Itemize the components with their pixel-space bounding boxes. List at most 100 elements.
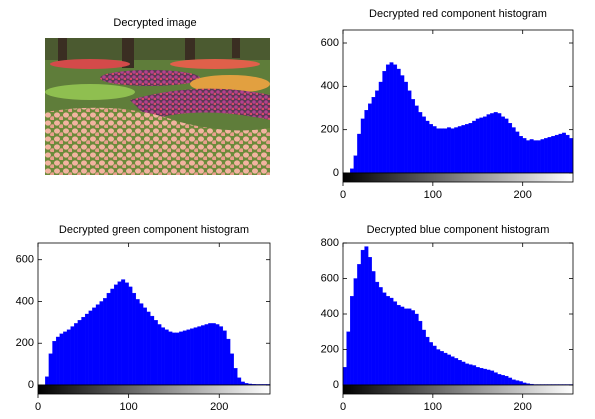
bar [390,298,394,385]
bar [426,121,430,173]
bar [440,351,444,385]
bar [426,337,430,385]
bar [469,123,473,173]
bar [462,362,466,385]
bar [508,378,512,385]
y-tick-label: 200 [16,337,34,349]
x-tick-label: 200 [514,189,532,201]
bar [357,264,361,385]
bar [404,82,408,173]
bar [397,305,401,385]
bar [566,135,570,173]
bar [386,296,390,385]
bar [555,135,559,173]
bar [219,327,223,385]
x-tick-label: 100 [424,401,442,413]
bar [103,298,107,385]
bar [508,123,512,173]
bar [154,320,158,385]
bar [401,76,405,174]
bar [465,124,469,173]
bar [368,257,372,385]
bar [365,110,369,173]
bar [501,117,505,173]
bar [190,329,194,385]
bar [361,250,365,385]
bar [494,112,498,173]
bar [60,334,64,385]
bar [512,380,516,385]
bar [216,324,220,385]
bar [92,308,96,385]
bar [494,373,498,385]
image-title: Decrypted image [113,17,196,29]
bar [444,353,448,385]
bar [237,378,241,385]
bar [411,310,415,385]
chart-title: Decrypted green component histogram [59,224,249,236]
bar [429,342,433,385]
y-tick-label: 0 [28,379,34,391]
bar [96,305,100,385]
bar [533,141,537,174]
bar [74,323,78,385]
bar [476,367,480,385]
bar [472,365,476,385]
figure: Decrypted image Decrypted red component … [0,0,595,419]
bar [63,332,67,385]
bar [447,128,451,174]
bar [372,97,376,173]
bar [379,82,383,173]
bar [223,331,227,385]
bar [390,63,394,174]
x-tick-label: 100 [424,189,442,201]
bar [241,382,245,385]
bar [372,271,376,385]
bar [422,117,426,173]
bar [516,381,520,385]
bar [490,371,494,385]
y-tick-label: 800 [321,237,339,249]
bar [357,134,361,173]
bar [347,332,351,385]
bar [562,133,566,173]
bar [559,134,563,173]
bar [107,293,111,385]
y-tick-label: 400 [16,295,34,307]
bar [429,124,433,173]
bar [150,316,154,385]
bar [375,282,379,385]
bar [433,346,437,385]
bar [415,314,419,385]
bar [505,119,509,173]
bar [454,358,458,385]
bar [198,327,202,385]
x-tick-label: 100 [119,401,137,413]
y-tick-label: 600 [16,254,34,266]
bar [404,309,408,385]
bar [454,128,458,174]
y-tick-label: 600 [321,272,339,284]
bar [78,320,82,385]
bar [490,113,494,173]
bar [212,323,216,385]
bar [85,314,89,385]
intensity-colorbar [343,385,573,394]
bar [161,328,165,385]
bar [519,136,523,173]
x-tick-label: 0 [340,189,346,201]
x-tick-label: 0 [35,401,41,413]
bar [487,370,491,385]
bar [386,65,390,173]
bar [541,139,545,173]
bar [397,69,401,173]
y-tick-label: 400 [321,80,339,92]
bar [129,287,133,385]
x-tick-label: 200 [210,401,228,413]
bar [383,71,387,173]
bar [501,375,505,385]
bar [343,367,347,385]
bar [483,369,487,385]
bar [234,368,238,385]
bar [480,118,484,173]
